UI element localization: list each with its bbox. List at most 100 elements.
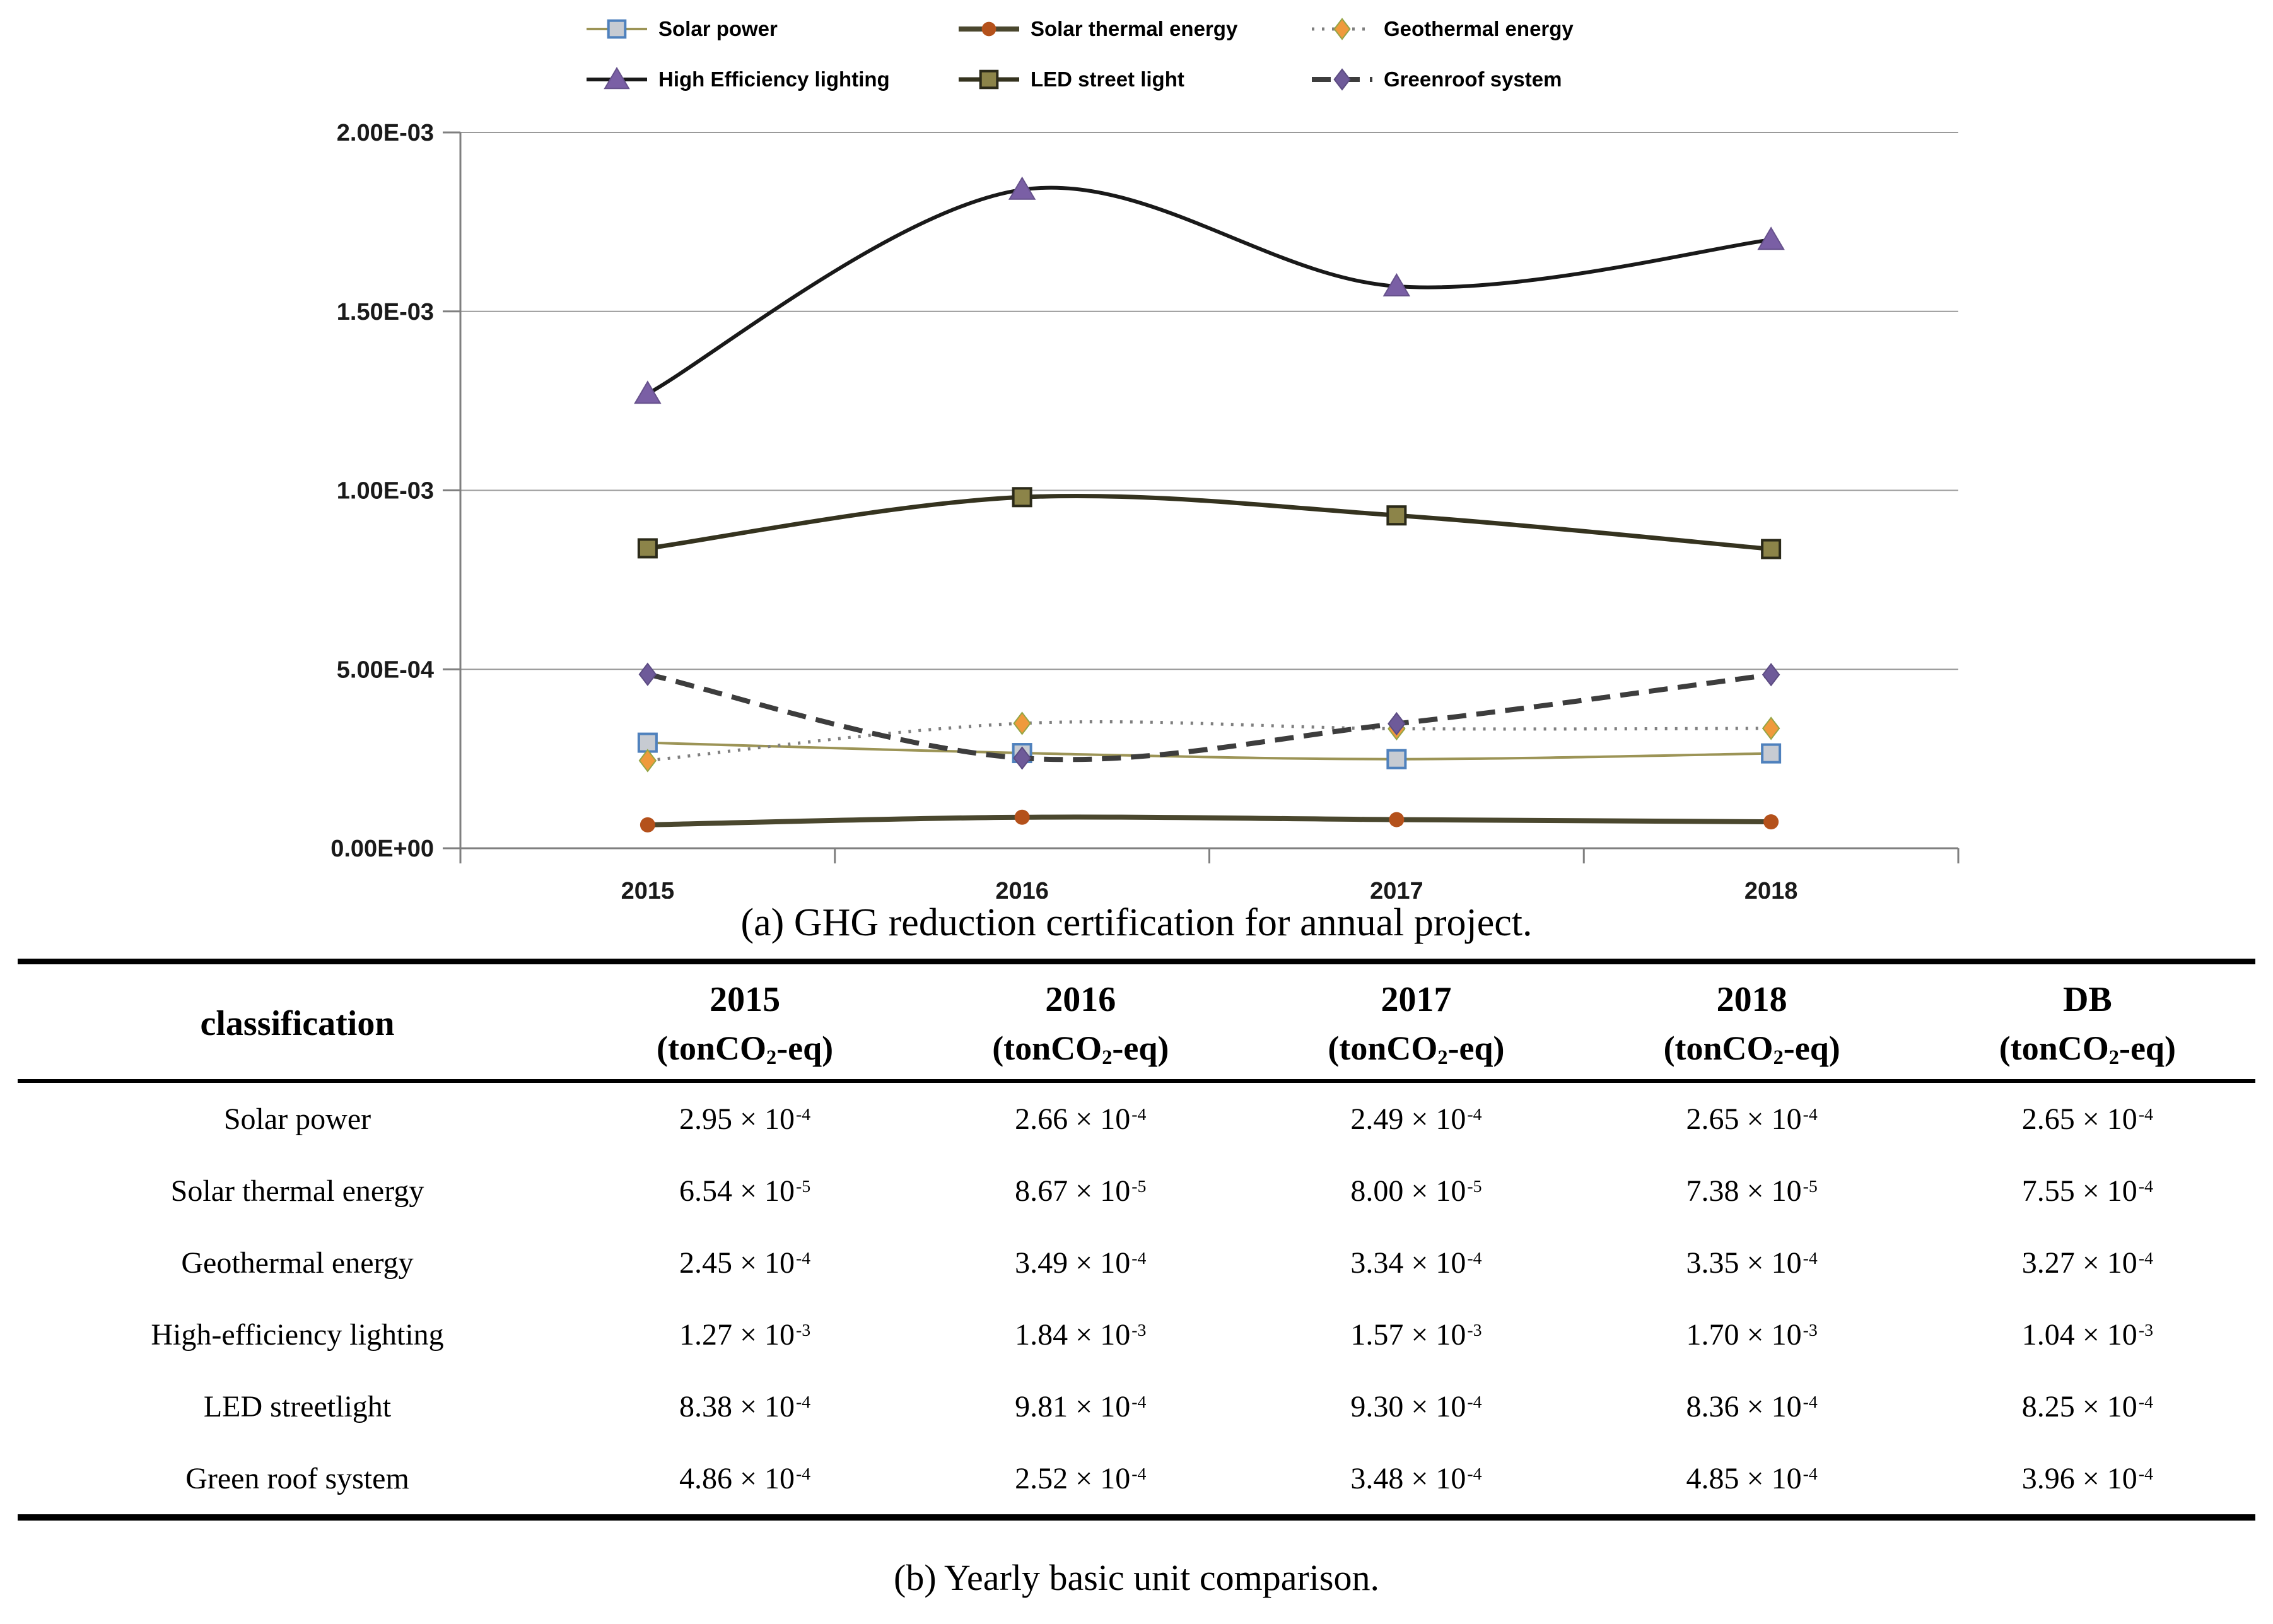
x-tick-label: 2017 — [1370, 878, 1423, 899]
value-cell: 3.49 × 10-4 — [1015, 1246, 1147, 1280]
marker-diamond — [1013, 746, 1031, 770]
marker-square — [1386, 505, 1407, 526]
value-cell: 7.38 × 10-5 — [1686, 1174, 1818, 1208]
value-cell: 2.65 × 10-4 — [1686, 1102, 1818, 1136]
legend-item-solar-power: Solar power — [587, 14, 959, 44]
marker-circle — [1389, 812, 1405, 827]
legend-label: Geothermal energy — [1384, 17, 1574, 40]
table-row: Solar thermal energy 6.54 × 10-5 8.67 × 10… — [18, 1155, 2255, 1227]
value-cell: 1.84 × 10-3 — [1015, 1317, 1147, 1352]
value-cell: 6.54 × 10-5 — [679, 1174, 811, 1208]
legend-label: LED street light — [1031, 67, 1184, 91]
header-year: 2018 — [1716, 980, 1787, 1019]
marker-square — [1012, 487, 1032, 508]
caption-a: (a) GHG reduction certification for annu… — [740, 901, 1533, 944]
value-cell: 3.27 × 10-4 — [2021, 1246, 2153, 1280]
marker-square — [1761, 743, 1782, 764]
header-year: 2017 — [1381, 980, 1452, 1019]
value-cell: 3.35 × 10-4 — [1686, 1246, 1818, 1280]
value-cell: 4.86 × 10-4 — [679, 1461, 811, 1495]
series-line-2 — [647, 720, 1772, 762]
caption-b: (b) Yearly basic unit comparison. — [894, 1557, 1379, 1598]
legend-item-greenroof-system: Greenroof system — [1312, 64, 1640, 95]
header-unit: (tonCO2-eq) — [992, 1029, 1169, 1070]
marker-triangle — [604, 66, 630, 90]
row-label-cell: LED streetlight — [203, 1389, 392, 1423]
marker-circle — [981, 21, 996, 37]
legend-sample — [959, 69, 1019, 90]
table-row: LED streetlight 8.38 × 10-4 9.81 × 10-4 9.3… — [18, 1370, 2255, 1442]
header-col: 2015 (tonCO2-eq) — [577, 962, 913, 1082]
x-tick-label: 2015 — [621, 878, 675, 899]
value-cell: 1.57 × 10-3 — [1350, 1317, 1482, 1352]
header-unit: (tonCO2-eq) — [1663, 1029, 1840, 1070]
header-year: 2016 — [1045, 980, 1116, 1019]
marker-square — [1761, 539, 1782, 559]
chart-legend: Solar power Solar thermal energy Geotherma… — [587, 4, 1640, 105]
legend-sample — [1312, 18, 1372, 40]
yearly-basic-unit-table: classification 2015 (tonCO2-eq) 2016 (tonCO2… — [18, 959, 2255, 1521]
marker-triangle — [1382, 273, 1411, 297]
legend-sample — [587, 19, 647, 39]
marker-square — [637, 538, 658, 559]
value-cell: 2.66 × 10-4 — [1015, 1102, 1147, 1136]
header-year: DB — [2062, 980, 2112, 1019]
legend-sample — [959, 21, 1019, 37]
marker-diamond — [638, 749, 657, 773]
marker-circle — [1014, 809, 1030, 825]
marker-diamond — [1388, 711, 1406, 736]
x-tick-label: 2016 — [995, 878, 1049, 899]
series-line-1 — [647, 814, 1772, 827]
header-col: 2018 (tonCO2-eq) — [1584, 962, 1920, 1082]
y-tick-label: 1.00E-03 — [337, 478, 434, 505]
legend-label: Solar power — [658, 17, 778, 40]
value-cell: 1.70 × 10-3 — [1686, 1317, 1818, 1352]
value-cell: 3.34 × 10-4 — [1350, 1246, 1482, 1280]
y-tick-label: 0.00E+00 — [330, 836, 434, 862]
marker-diamond — [1333, 68, 1351, 91]
value-cell: 8.25 × 10-4 — [2021, 1389, 2153, 1423]
header-col: DB (tonCO2-eq) — [1920, 962, 2255, 1082]
value-cell: 7.55 × 10-4 — [2021, 1174, 2153, 1208]
value-cell: 3.96 × 10-4 — [2021, 1461, 2153, 1495]
marker-diamond — [1762, 663, 1780, 687]
series-line-3 — [646, 185, 1772, 395]
legend-sample — [587, 66, 647, 90]
row-label-cell: Geothermal energy — [181, 1246, 414, 1280]
legend-item-high-efficiency-lighting: High Efficiency lighting — [587, 64, 959, 95]
marker-circle — [640, 817, 655, 832]
header-unit: (tonCO2-eq) — [1328, 1029, 1505, 1070]
series-line-5 — [647, 672, 1772, 762]
marker-circle — [1763, 814, 1779, 830]
value-cell: 2.95 × 10-4 — [679, 1102, 811, 1136]
y-tick-label: 5.00E-04 — [337, 657, 434, 683]
marker-square — [1386, 749, 1407, 769]
marker-square — [607, 19, 627, 39]
marker-square — [979, 69, 999, 90]
legend-item-solar-thermal-energy: Solar thermal energy — [959, 14, 1312, 44]
value-cell: 8.67 × 10-5 — [1015, 1174, 1147, 1208]
header-unit: (tonCO2-eq) — [1999, 1029, 2176, 1070]
value-cell: 1.04 × 10-3 — [2021, 1317, 2153, 1352]
marker-triangle — [1008, 176, 1036, 200]
legend-row: Solar power Solar thermal energy Geotherma… — [587, 4, 1640, 54]
legend-item-led-street-light: LED street light — [959, 64, 1312, 95]
value-cell: 2.45 × 10-4 — [679, 1246, 811, 1280]
table-row: High-efficiency lighting 1.27 × 10-3 1.84 … — [18, 1299, 2255, 1370]
header-classification: classification — [200, 1004, 395, 1043]
marker-triangle — [634, 380, 662, 404]
table-body: Solar power 2.95 × 10-4 2.66 × 10-4 2.49 × … — [18, 1081, 2255, 1517]
marker-diamond — [1333, 18, 1351, 40]
marker-diamond — [1762, 716, 1780, 740]
value-cell: 2.49 × 10-4 — [1350, 1102, 1482, 1136]
value-cell: 8.38 × 10-4 — [679, 1389, 811, 1423]
table-header-row: classification 2015 (tonCO2-eq) 2016 (tonCO2… — [18, 962, 2255, 1082]
x-tick-label: 2018 — [1744, 878, 1798, 899]
value-cell: 2.65 × 10-4 — [2021, 1102, 2153, 1136]
marker-diamond — [1013, 711, 1031, 735]
value-cell: 4.85 × 10-4 — [1686, 1461, 1818, 1495]
legend-label: High Efficiency lighting — [658, 67, 890, 91]
row-label-cell: Solar power — [223, 1102, 371, 1136]
legend-label: Solar thermal energy — [1031, 17, 1238, 40]
